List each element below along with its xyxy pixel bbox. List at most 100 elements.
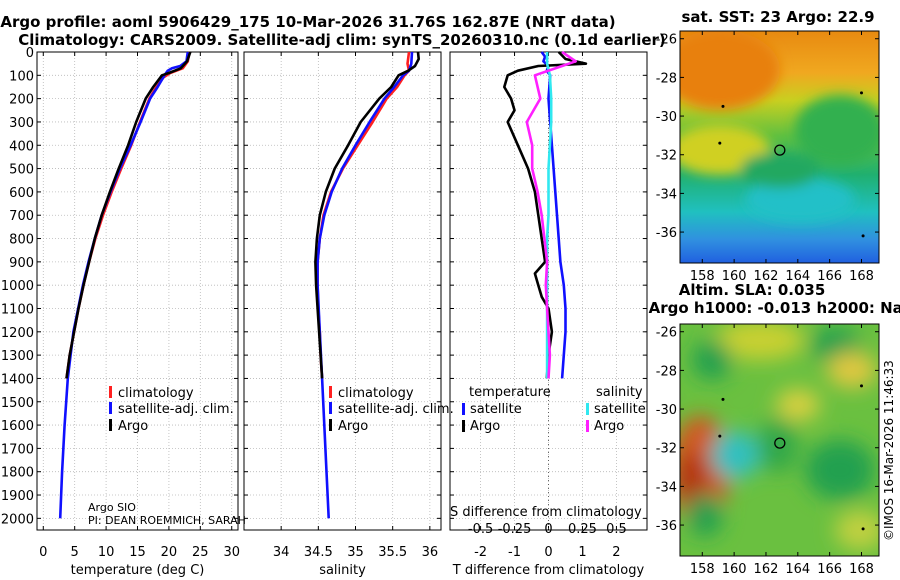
x-tick-label: 34.5 [304, 545, 333, 560]
lon-tick-label: 162 [754, 562, 779, 577]
sla-yellow-patch [776, 389, 820, 421]
sst-map-title: sat. SST: 23 Argo: 22.9 [681, 8, 874, 26]
series-line-climatology [65, 51, 191, 379]
series-line-argo [65, 51, 192, 379]
sla-red-core [680, 452, 706, 508]
x-tick-label: -1 [508, 545, 521, 560]
lat-tick-label: -28 [656, 364, 677, 379]
x-tick-label: 5 [71, 545, 79, 560]
y-tick-label: 0 [26, 46, 34, 61]
y-tick-label: 700 [9, 209, 34, 224]
credit-line-2: PI: DEAN ROEMMICH, SARAH [88, 514, 246, 527]
x-tick-label: 1 [578, 545, 586, 560]
legend-key-argo [329, 419, 332, 431]
legend-heading-salinity: salinity [596, 385, 643, 400]
credit-line-1: Argo SIO [88, 501, 136, 514]
legend-label-satellite: satellite-adj. clim. [338, 402, 454, 417]
legend-key-climatology [329, 386, 332, 398]
difference-panel: -2 -1 0 1 2 T difference from climatology S di… [449, 50, 648, 578]
float-position-marker [774, 144, 786, 156]
y-tick-label: 1200 [1, 326, 34, 341]
legend-label-sal-argo: Argo [594, 419, 624, 434]
y-tick-label: 2000 [1, 512, 34, 527]
y-tick-label: 600 [9, 186, 34, 201]
sla-green-blob [692, 340, 732, 380]
sst-cool-tongue [795, 95, 879, 165]
lat-tick-label: -34 [656, 480, 677, 495]
float-position-marker [774, 437, 786, 449]
title-line-2: Climatology: CARS2009. Satellite-adj cli… [18, 31, 666, 49]
sst-map-frame [679, 30, 880, 264]
legend-key-sal-argo [586, 420, 589, 432]
sla-yellow-patch [835, 510, 879, 550]
salinity-legend: climatology satellite-adj. clim. Argo [329, 386, 454, 434]
y-tick-label: 1400 [1, 372, 34, 387]
island-marker [721, 397, 725, 401]
lon-tick-label: 166 [817, 562, 842, 577]
island-marker [859, 91, 863, 95]
x-tick-label: 36 [422, 545, 439, 560]
y-tick-label: 1000 [1, 279, 34, 294]
difference-legend: temperature salinity satellite Argo sate… [462, 385, 646, 434]
y-tick-label: 1600 [1, 419, 34, 434]
sla-yellow-patch [827, 352, 877, 388]
y-tick-label: 1500 [1, 396, 34, 411]
sla-green-blob [758, 417, 798, 473]
legend-key-satellite [109, 402, 112, 414]
y-tick-label: 1100 [1, 302, 34, 317]
y-tick-label: 100 [9, 69, 34, 84]
axes-frame [449, 51, 648, 531]
series-line-temperature-argo [502, 51, 588, 379]
sal-tick-label: 0.5 [606, 522, 627, 537]
sla-map [680, 324, 879, 556]
x-tick-label: 25 [192, 545, 209, 560]
lat-tick-label: -26 [656, 326, 677, 341]
sal-tick-label: 0.25 [568, 522, 597, 537]
x-tick-label: 35.5 [378, 545, 407, 560]
sla-cyan-eddy [711, 431, 759, 479]
sst-map [680, 31, 879, 263]
legend-key-climatology [109, 386, 112, 398]
sal-tick-label: 0 [544, 522, 552, 537]
y-tick-label: 1800 [1, 466, 34, 481]
y-tick-label: 500 [9, 163, 34, 178]
y-tick-label: 200 [9, 93, 34, 108]
lon-tick-label: 158 [690, 562, 715, 577]
legend-label-temp-argo: Argo [470, 419, 500, 434]
legend-label-climatology: climatology [118, 386, 194, 401]
sla-map-frame [679, 323, 880, 557]
sst-warm-patch [680, 31, 780, 110]
sla-green-blob [805, 440, 875, 500]
x-tick-label: 20 [161, 545, 178, 560]
x-axis-label: temperature (deg C) [71, 563, 205, 578]
lon-tick-label: 168 [849, 562, 874, 577]
y-tick-label: 900 [9, 256, 34, 271]
axes-frame [36, 51, 239, 531]
sst-map-axes: -26 -28 -30 -32 -34 -36 158 160 162 164 166 168 [656, 31, 879, 284]
legend-key-temp-satellite [462, 403, 465, 415]
lat-tick-label: -30 [656, 110, 677, 125]
x-tick-label: 0 [39, 545, 47, 560]
lon-tick-label: 162 [754, 269, 779, 284]
lon-tick-label: 164 [785, 269, 810, 284]
lon-tick-label: 160 [722, 562, 747, 577]
legend-key-satellite [329, 402, 332, 414]
y-tick-label: 300 [9, 116, 34, 131]
island-marker [861, 527, 865, 531]
lon-tick-label: 164 [785, 562, 810, 577]
legend-label-sal-satellite: satellite [594, 402, 646, 417]
series-line-salinity-argo [525, 50, 578, 379]
inner-axis-label: S difference from climatology [450, 505, 642, 520]
lon-tick-label: 166 [817, 269, 842, 284]
lat-tick-label: -34 [656, 187, 677, 202]
salinity-panel: 34 34.5 35 35.5 36 salinity [243, 51, 442, 578]
series-line-argo [314, 51, 421, 379]
temperature-legend: climatology satellite-adj. clim. Argo [109, 386, 234, 434]
title-line-1: Argo profile: aoml 5906429_175 10-Mar-20… [0, 13, 615, 31]
x-axis-label: salinity [319, 563, 366, 578]
sla-map-title-2: Argo h1000: -0.013 h2000: NaN [649, 299, 900, 317]
x-tick-label: -2 [474, 545, 487, 560]
y-tick-label: 1700 [1, 442, 34, 457]
y-tick-label: 800 [9, 233, 34, 248]
